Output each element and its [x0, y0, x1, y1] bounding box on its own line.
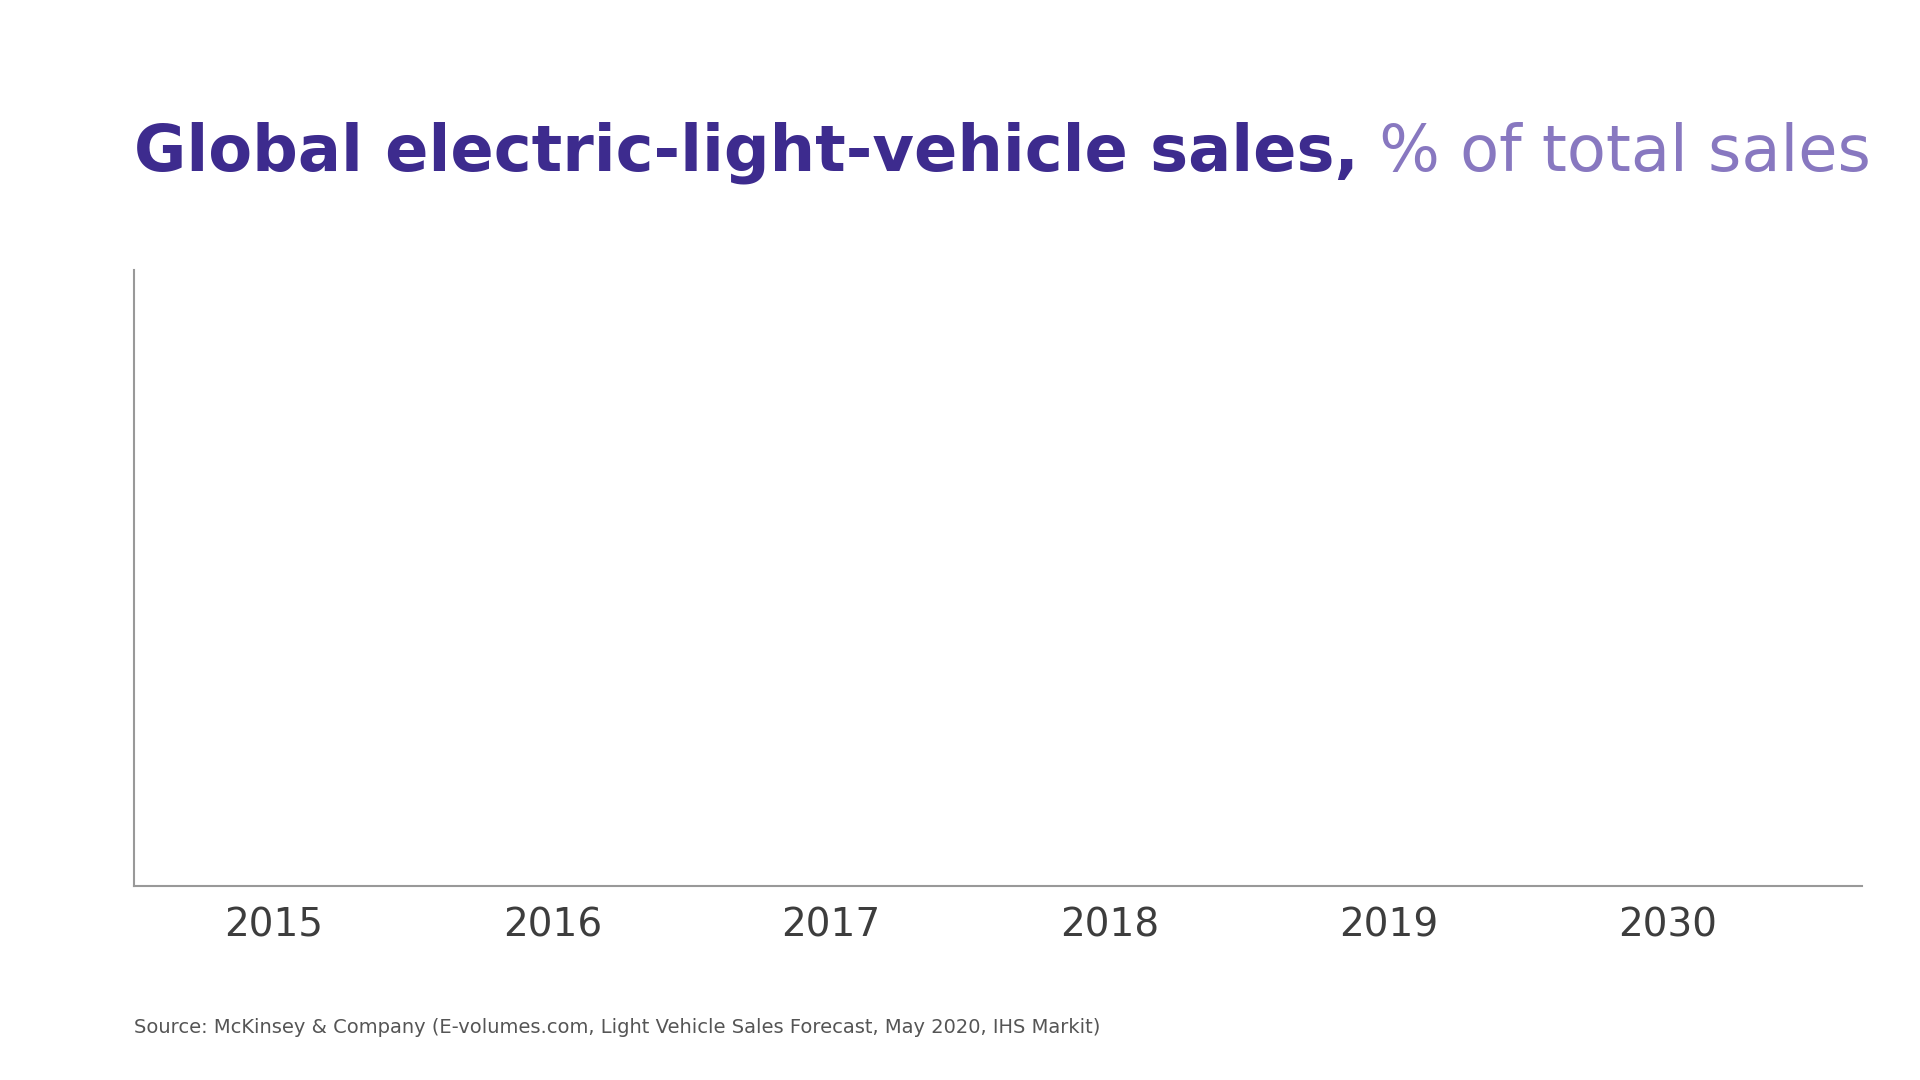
Text: % of total sales: % of total sales	[1359, 122, 1870, 184]
Text: Source: McKinsey & Company (E-volumes.com, Light Vehicle Sales Forecast, May 202: Source: McKinsey & Company (E-volumes.co…	[134, 1017, 1100, 1037]
Text: Global electric-light-vehicle sales,: Global electric-light-vehicle sales,	[134, 121, 1359, 184]
